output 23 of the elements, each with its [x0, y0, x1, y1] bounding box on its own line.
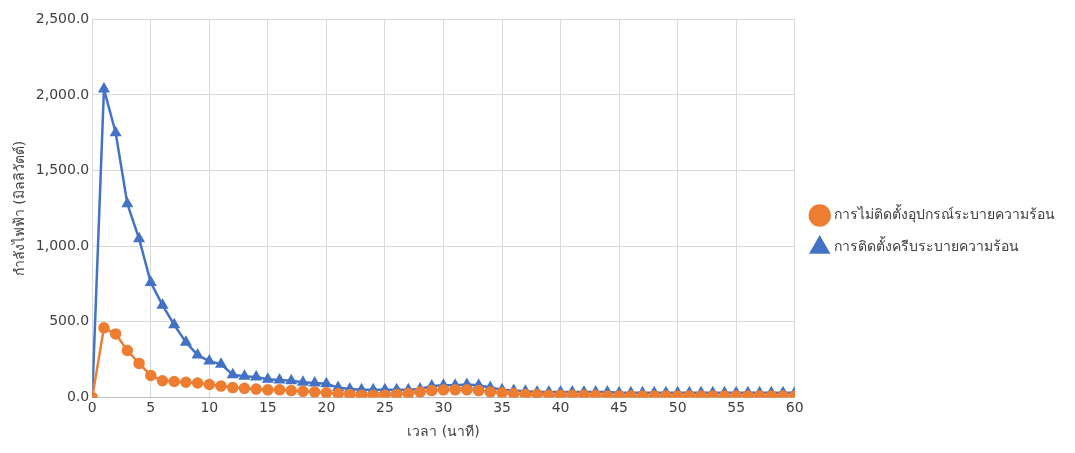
- x-tick-label: 50: [668, 399, 687, 416]
- y-tick-label: 2,000.0: [35, 85, 90, 102]
- x-tick-label: 55: [727, 399, 746, 416]
- y-axis-title: กำลังไฟฟ้า (มิลลิวัตต์): [11, 140, 28, 277]
- x-tick-label: 45: [610, 399, 629, 416]
- x-tick-label: 30: [434, 399, 453, 416]
- y-tick-label: 2,500.0: [35, 10, 90, 27]
- legend-label: การไม่ติดตั้งอุปกรณ์ระบายความร้อน: [833, 204, 1055, 224]
- x-tick-label: 0: [87, 399, 97, 416]
- x-axis-title: เวลา (นาที): [407, 423, 480, 440]
- y-tick-label: 0.0: [66, 388, 90, 405]
- x-tick-label: 35: [493, 399, 511, 416]
- x-tick-label: 15: [258, 399, 277, 416]
- x-tick-label: 5: [146, 399, 156, 416]
- y-tick-label: 500.0: [49, 312, 90, 329]
- y-tick-label: 1,000.0: [35, 236, 90, 253]
- legend-label: การติดตั้งครีบระบายความร้อน: [833, 236, 1019, 255]
- x-tick-label: 60: [785, 399, 804, 416]
- x-tick-label: 40: [551, 399, 570, 416]
- x-tick-label: 10: [200, 399, 219, 416]
- x-tick-label: 25: [376, 399, 394, 416]
- y-tick-label: 1,500.0: [35, 161, 90, 178]
- x-tick-label: 20: [317, 399, 336, 416]
